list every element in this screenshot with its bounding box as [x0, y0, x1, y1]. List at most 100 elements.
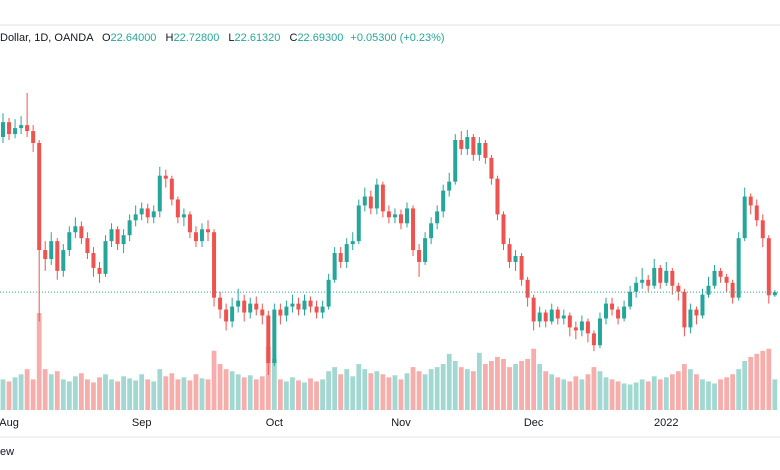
candle-body — [772, 292, 777, 296]
low-value: 22.61320 — [234, 32, 281, 44]
volume-bar — [712, 383, 717, 410]
candle-body — [604, 303, 608, 319]
volume-bar — [12, 377, 18, 410]
candle-body — [308, 300, 313, 307]
volume-bar — [36, 313, 42, 410]
volume-bar — [151, 381, 157, 410]
candle-body — [206, 229, 211, 233]
candle-body — [597, 318, 602, 346]
volume-bar — [742, 360, 748, 410]
volume-bar — [72, 376, 78, 410]
volume-bar — [97, 377, 102, 410]
candle-body — [742, 196, 747, 239]
x-tick-label: Nov — [391, 417, 411, 429]
volume-bar — [374, 371, 380, 410]
candle-body — [694, 309, 699, 316]
volume-bar — [440, 364, 446, 410]
volume-bar — [537, 364, 543, 410]
volume-bar — [585, 374, 591, 410]
candle-body — [537, 312, 542, 322]
candle-body — [350, 241, 355, 245]
candle-body — [338, 253, 343, 262]
volume-bar — [489, 360, 494, 410]
candle-body — [175, 199, 180, 218]
volume-bar — [66, 381, 72, 410]
volume-bar — [133, 380, 139, 410]
candle-body — [296, 303, 301, 310]
candle-body — [495, 178, 500, 215]
volume-bar — [669, 374, 675, 410]
volume-bar — [573, 376, 579, 410]
volume-bar — [615, 381, 621, 410]
candle-body — [429, 223, 434, 239]
volume-bar — [277, 379, 283, 410]
volume-bar — [145, 379, 151, 410]
volume-bar — [0, 379, 6, 410]
candle-body — [555, 309, 560, 319]
volume-bar — [109, 379, 114, 410]
candle-body — [730, 282, 735, 298]
x-tick-label: 2022 — [654, 417, 678, 429]
volume-bar — [91, 382, 96, 410]
volume-bar — [434, 367, 440, 410]
volume-bar — [284, 381, 289, 410]
volume-bar — [60, 379, 66, 410]
volume-bar — [754, 353, 760, 410]
candle-body — [314, 306, 319, 313]
close-value: 22.69300 — [297, 32, 344, 44]
candle-body — [398, 214, 403, 224]
candle-body — [272, 309, 277, 364]
volume-bar — [380, 374, 386, 410]
candle-body — [531, 297, 536, 322]
volume-bar — [175, 379, 181, 410]
candle-body — [133, 214, 138, 221]
candle-body — [145, 208, 150, 218]
volume-bar — [555, 377, 561, 410]
volume-bar — [332, 367, 338, 410]
volume-bar — [621, 383, 627, 410]
bottom-text: ew — [0, 446, 14, 458]
volume-bar — [271, 358, 277, 410]
volume-bar — [772, 379, 778, 410]
candle-body — [242, 300, 247, 313]
volume-bar — [392, 375, 398, 410]
candle-body — [344, 244, 349, 262]
candle-body — [736, 238, 741, 298]
candle-body — [411, 208, 416, 251]
volume-bar — [525, 358, 531, 410]
candle-body — [628, 291, 633, 307]
volume-bar — [181, 377, 187, 410]
volume-bar — [187, 380, 193, 410]
open-value: 22.64000 — [110, 32, 157, 44]
candle-body — [25, 125, 30, 132]
volume-bar — [549, 374, 555, 410]
volume-bar — [211, 350, 217, 410]
volume-bar — [724, 377, 729, 410]
candle-body — [483, 142, 488, 158]
candle-body — [748, 196, 753, 206]
volume-bar — [645, 381, 651, 410]
candle-body — [302, 300, 307, 310]
volume-bar — [103, 374, 108, 410]
volume-bar — [115, 381, 120, 410]
x-tick-label: Oct — [266, 417, 283, 429]
candle-body — [254, 303, 259, 310]
candle-body — [362, 196, 367, 206]
volume-bar — [235, 374, 241, 410]
volume-bar — [368, 373, 374, 410]
volume-bar — [706, 381, 711, 410]
volume-bar — [519, 360, 524, 410]
candle-body — [616, 309, 621, 319]
volume-bar — [253, 379, 259, 410]
volume-bar — [338, 374, 344, 410]
volume-bar — [730, 374, 736, 410]
volume-bar — [296, 380, 301, 410]
candle-body — [121, 235, 126, 245]
candle-body — [453, 140, 458, 182]
candle-body — [127, 220, 132, 236]
candle-body — [471, 137, 476, 155]
high-label: H — [165, 32, 174, 44]
candle-body — [187, 214, 192, 233]
volume-bar — [356, 364, 362, 410]
candle-body — [700, 294, 705, 316]
